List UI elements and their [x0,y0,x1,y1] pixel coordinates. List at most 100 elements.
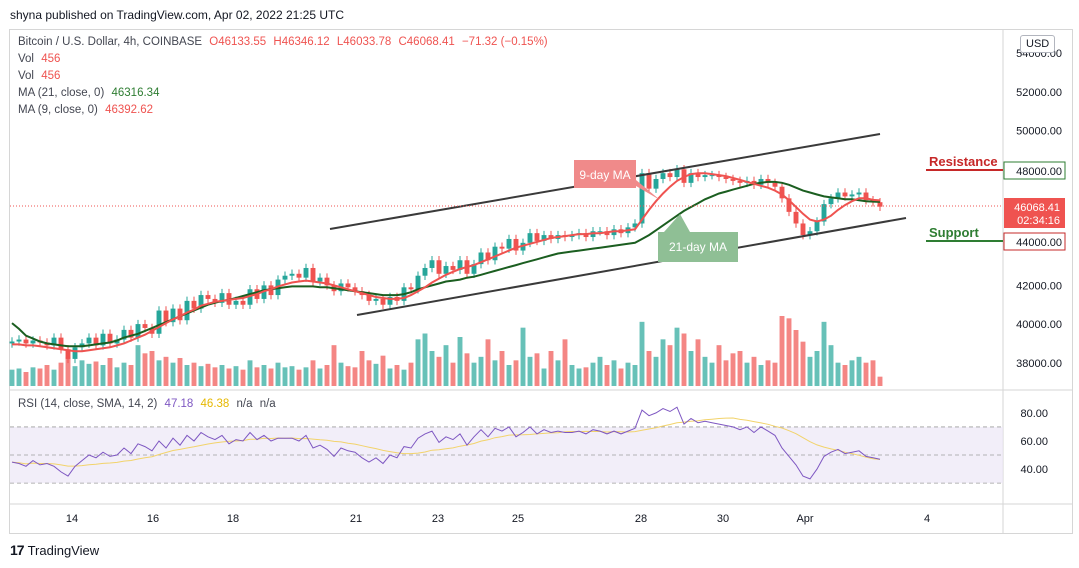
volume-bar [520,327,526,386]
candle-body [198,295,204,309]
ma9-legend: MA (9, close, 0) 46392.62 [18,104,157,116]
volume-bar [464,353,470,386]
volume-bar [261,365,267,386]
volume-bar [394,365,400,386]
volume-bar [800,341,806,386]
candle-body [310,267,316,282]
volume-bar [443,345,449,386]
candle-body [807,231,813,236]
volume-bar [660,339,666,386]
volume-bar [828,345,834,386]
candle-body [156,310,162,334]
price-tag-countdown: 02:34:16 [1017,215,1060,227]
volume-bar [618,368,624,386]
resistance-label: Resistance [929,154,998,169]
candle-body [205,295,211,299]
volume-bar [849,360,855,386]
candle-body [730,178,736,181]
volume-bar [142,353,148,386]
publish-info: shyna published on TradingView.com, Apr … [10,8,344,22]
ma21-callout-label: 21-day MA [669,240,727,254]
candle-body [506,238,512,249]
volume-bar [870,360,876,386]
candle-body [16,339,22,342]
volume-bar [730,353,736,386]
candle-body [856,192,862,195]
volume-bar [478,356,484,386]
volume-bar [765,360,771,386]
volume-bar [233,366,239,386]
candle-body [737,180,743,183]
candle-body [219,293,225,303]
rsi-tick-label: 40.00 [1020,464,1048,476]
time-tick-label: 30 [717,513,729,525]
volume-bar [114,367,120,386]
tradingview-logo[interactable]: 17 TradingView [10,542,99,558]
candle-body [93,337,99,346]
rsi-sma-line [11,417,881,467]
volume-bar [807,356,813,386]
volume-bar [212,367,218,386]
time-tick-label: Apr [796,513,813,525]
volume-bar [604,365,610,386]
volume-bar [93,361,99,386]
candle-body [422,267,428,276]
volume-bar [856,356,862,386]
time-tick-label: 23 [432,513,444,525]
volume-bar [597,356,603,386]
volume-bar [814,351,820,386]
chart-frame[interactable] [9,29,1073,534]
volume-bar [408,362,414,386]
volume-bar [366,360,372,386]
volume-bar [401,369,407,386]
ma9-callout-bg [574,160,660,200]
volume-bar [611,360,617,386]
volume-bar [499,351,505,386]
volume-bar [422,333,428,386]
price-tick-label: 40000.00 [1016,319,1062,331]
volume-bar [534,353,540,386]
volume-bar [821,321,827,386]
rsi-na-1: n/a [236,398,253,410]
candle-body [877,202,883,207]
volume-bar [877,376,883,386]
volume-bar [716,345,722,386]
volume-bar [646,351,652,386]
ma9-line [12,172,881,353]
candle-body [485,252,491,261]
volume-bar [450,362,456,386]
volume-bar [709,362,715,386]
candle-body [282,275,288,280]
candle-body [163,310,169,323]
volume-bar [583,367,589,386]
ma21-value: 46316.34 [111,87,160,99]
candle-body [793,211,799,224]
rsi-sma-value: 46.38 [200,398,230,410]
candle-body [51,337,57,346]
volume-bar [653,356,659,386]
currency-button[interactable]: USD [1020,35,1056,53]
vol-value: 456 [41,53,61,65]
volume-bar [513,360,519,386]
volume-bar [191,362,197,386]
volume-bar [779,316,785,386]
price-tag-bg [1004,198,1065,228]
volume-bar [338,362,344,386]
candle-body [723,177,729,179]
volume-bar [625,362,631,386]
resistance-value: 48000.00 [1016,166,1062,178]
time-tick-label: 14 [66,513,78,525]
volume-bar [170,362,176,386]
volume-bar [58,362,64,386]
channel-lower-line [356,217,907,316]
candle-body [478,252,484,265]
price-tick-label: 42000.00 [1016,280,1062,292]
volume-bar [737,351,743,386]
volume-bar [436,356,442,386]
candle-body [317,277,323,282]
volume-bar [548,351,554,386]
volume-bar [415,339,421,386]
rsi-line [11,406,881,480]
brand-label: TradingView [27,542,100,558]
